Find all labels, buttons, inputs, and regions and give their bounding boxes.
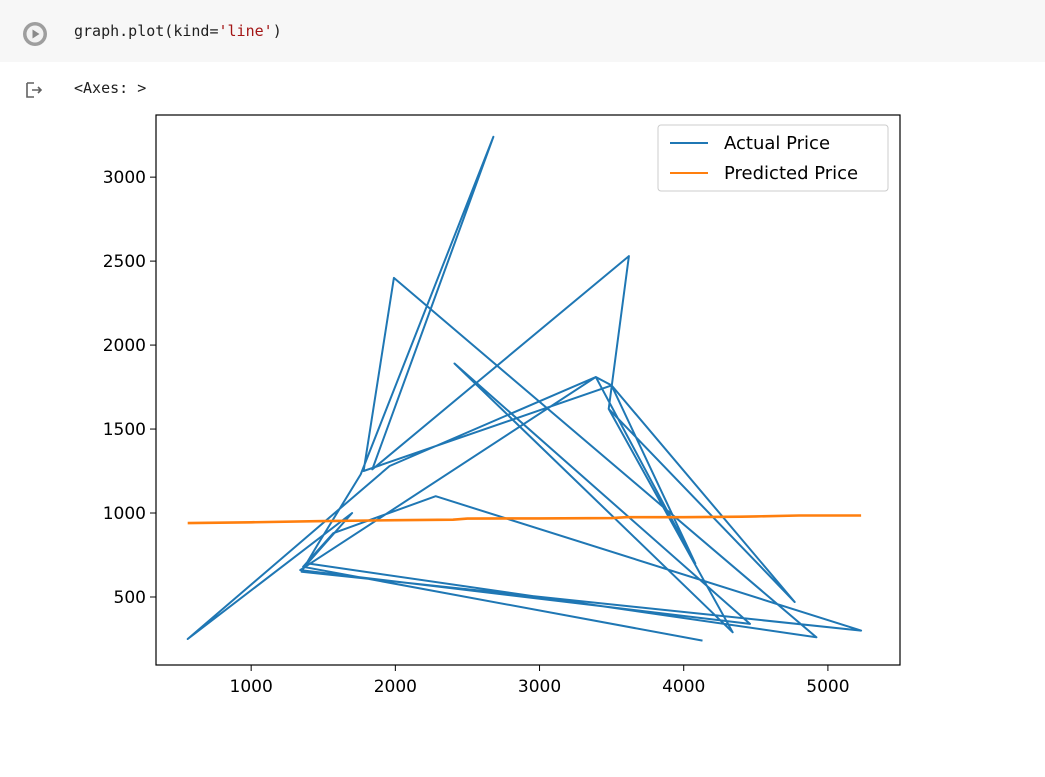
output-area: <Axes: > 1000 2000 3000 4000 5000 500 1000 150… (0, 68, 1045, 777)
output-redirect-icon[interactable] (22, 78, 46, 102)
code-line[interactable]: graph.plot(kind='line') (74, 19, 282, 43)
y-tick-label: 1000 (103, 504, 146, 524)
play-circle-icon[interactable] (21, 20, 49, 48)
series-layer (186, 135, 863, 642)
output-text: <Axes: > (74, 79, 147, 97)
y-tick-label: 3000 (103, 168, 146, 188)
y-tick-label: 500 (114, 588, 146, 608)
series-line-predicted-price (187, 514, 862, 525)
line-chart: 1000 2000 3000 4000 5000 500 1000 1500 2000 2500… (103, 114, 901, 697)
y-axis: 500 1000 1500 2000 2500 3000 (103, 168, 156, 608)
x-tick-label: 5000 (806, 677, 849, 697)
x-tick-label: 2000 (374, 677, 417, 697)
legend: Actual Price Predicted Price (657, 124, 889, 192)
code-cell[interactable]: graph.plot(kind='line') (0, 0, 1045, 62)
x-tick-label: 4000 (662, 677, 705, 697)
code-string-literal: 'line' (218, 22, 273, 40)
y-tick-label: 1500 (103, 420, 146, 440)
x-tick-label: 1000 (230, 677, 273, 697)
x-axis: 1000 2000 3000 4000 5000 (230, 665, 850, 697)
series-line-actual-price (186, 135, 863, 642)
legend-box (657, 124, 889, 192)
legend-label: Predicted Price (724, 163, 858, 184)
code-text-suffix: ) (272, 22, 282, 40)
legend-label: Actual Price (724, 133, 830, 154)
x-tick-label: 3000 (518, 677, 561, 697)
axes-frame (155, 114, 901, 666)
code-text: graph.plot(kind= (74, 22, 219, 40)
y-tick-label: 2500 (103, 252, 146, 272)
y-tick-label: 2000 (103, 336, 146, 356)
